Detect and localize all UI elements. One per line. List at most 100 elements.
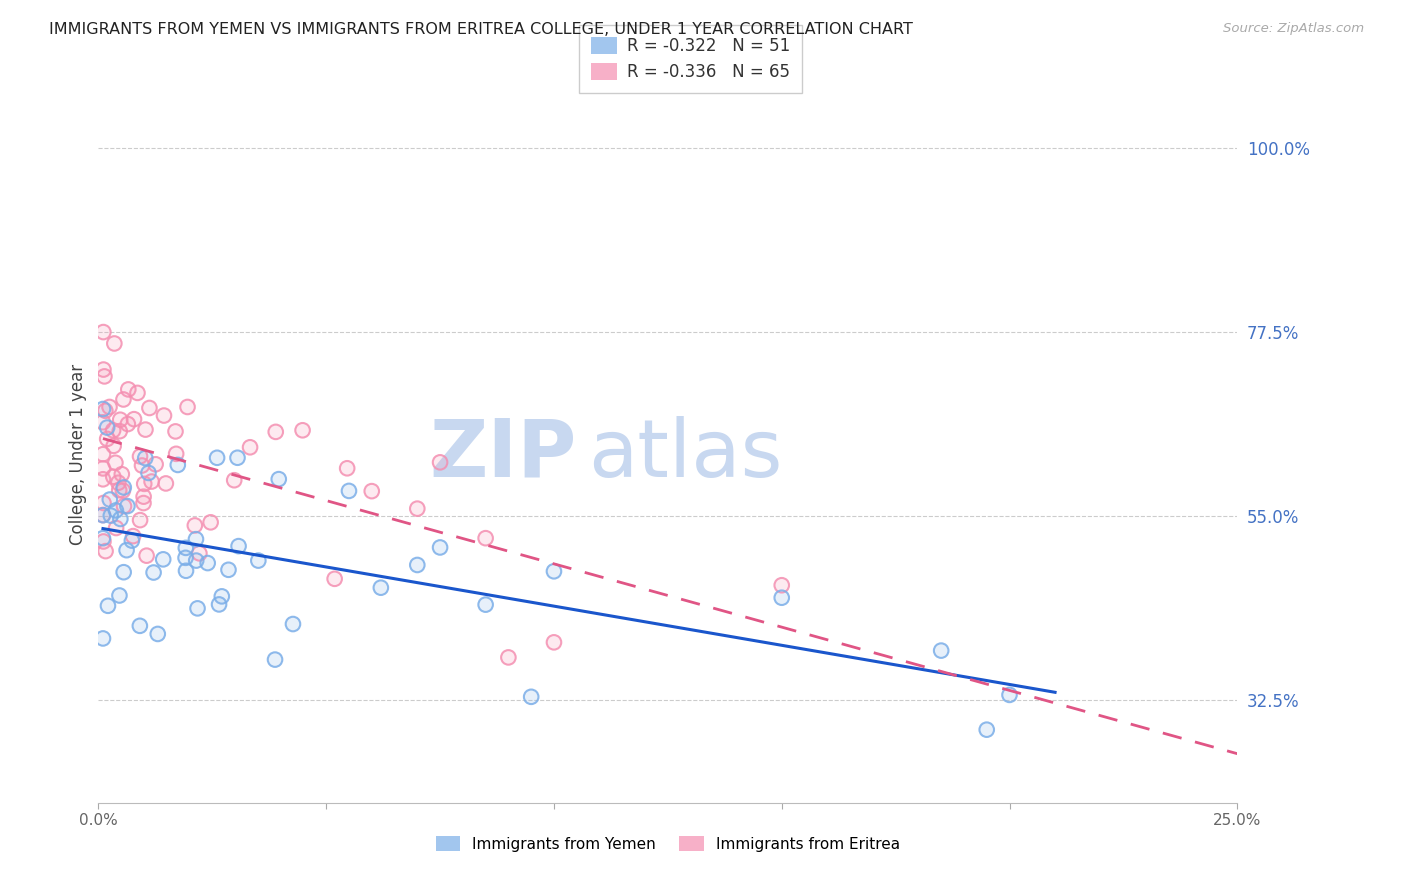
Point — [138, 401, 160, 415]
Point — [111, 483, 134, 498]
Point — [132, 496, 155, 510]
Point — [141, 475, 163, 489]
Point — [131, 458, 153, 473]
Point — [929, 643, 952, 657]
Point — [247, 553, 270, 567]
Point — [100, 508, 122, 523]
Point — [108, 483, 131, 498]
Point — [186, 601, 208, 615]
Point — [239, 440, 262, 454]
Point — [188, 546, 211, 560]
Point — [112, 392, 135, 407]
Point — [166, 458, 188, 472]
Point — [105, 521, 128, 535]
Point — [117, 383, 139, 397]
Point — [429, 455, 451, 469]
Point — [291, 423, 314, 437]
Point — [91, 472, 114, 486]
Point — [132, 490, 155, 504]
Point — [152, 552, 174, 566]
Point — [103, 336, 125, 351]
Point — [93, 362, 115, 376]
Point — [474, 598, 496, 612]
Point — [228, 539, 250, 553]
Point — [218, 563, 240, 577]
Point — [186, 553, 208, 567]
Point — [153, 409, 176, 423]
Point — [138, 466, 160, 480]
Point — [174, 541, 197, 555]
Point — [96, 432, 118, 446]
Point — [129, 513, 152, 527]
Point — [281, 617, 304, 632]
Point — [998, 688, 1021, 702]
Point — [108, 589, 131, 603]
Point — [770, 578, 793, 592]
Point — [91, 531, 114, 545]
Point — [91, 508, 114, 523]
Point — [104, 503, 127, 517]
Point — [165, 447, 187, 461]
Point — [112, 480, 135, 494]
Point — [91, 447, 114, 461]
Point — [134, 451, 156, 466]
Point — [91, 531, 114, 545]
Point — [111, 467, 134, 482]
Point — [153, 409, 176, 423]
Text: IMMIGRANTS FROM YEMEN VS IMMIGRANTS FROM ERITREA COLLEGE, UNDER 1 YEAR CORRELATI: IMMIGRANTS FROM YEMEN VS IMMIGRANTS FROM… — [49, 22, 912, 37]
Point — [336, 461, 359, 475]
Point — [520, 690, 543, 704]
Point — [112, 499, 135, 513]
Point — [211, 590, 233, 604]
Point — [406, 501, 429, 516]
Point — [323, 572, 346, 586]
Point — [103, 469, 125, 483]
Point — [127, 385, 149, 400]
Point — [165, 425, 187, 439]
Point — [94, 404, 117, 418]
Point — [146, 627, 169, 641]
Point — [224, 473, 246, 487]
Point — [155, 476, 177, 491]
Point — [110, 512, 132, 526]
Point — [135, 549, 157, 563]
Point — [117, 499, 139, 513]
Point — [132, 490, 155, 504]
Point — [131, 458, 153, 473]
Point — [91, 415, 114, 429]
Point — [134, 423, 156, 437]
Point — [122, 529, 145, 543]
Point — [267, 472, 290, 486]
Point — [104, 503, 127, 517]
Text: Source: ZipAtlas.com: Source: ZipAtlas.com — [1223, 22, 1364, 36]
Y-axis label: College, Under 1 year: College, Under 1 year — [69, 364, 87, 546]
Point — [406, 558, 429, 572]
Point — [770, 578, 793, 592]
Point — [184, 532, 207, 546]
Point — [174, 564, 197, 578]
Point — [93, 534, 115, 549]
Point — [107, 475, 129, 490]
Point — [174, 550, 197, 565]
Point — [108, 424, 131, 438]
Point — [117, 417, 139, 431]
Point — [110, 512, 132, 526]
Point — [91, 508, 114, 523]
Point — [474, 531, 496, 545]
Point — [129, 450, 152, 464]
Point — [98, 400, 121, 414]
Point — [165, 447, 187, 461]
Point — [176, 400, 198, 414]
Point — [91, 472, 114, 486]
Point — [976, 723, 998, 737]
Point — [94, 404, 117, 418]
Point — [281, 617, 304, 632]
Point — [197, 556, 219, 570]
Point — [91, 415, 114, 429]
Point — [264, 425, 287, 439]
Point — [97, 599, 120, 613]
Point — [176, 400, 198, 414]
Point — [474, 598, 496, 612]
Point — [264, 652, 287, 666]
Point — [117, 383, 139, 397]
